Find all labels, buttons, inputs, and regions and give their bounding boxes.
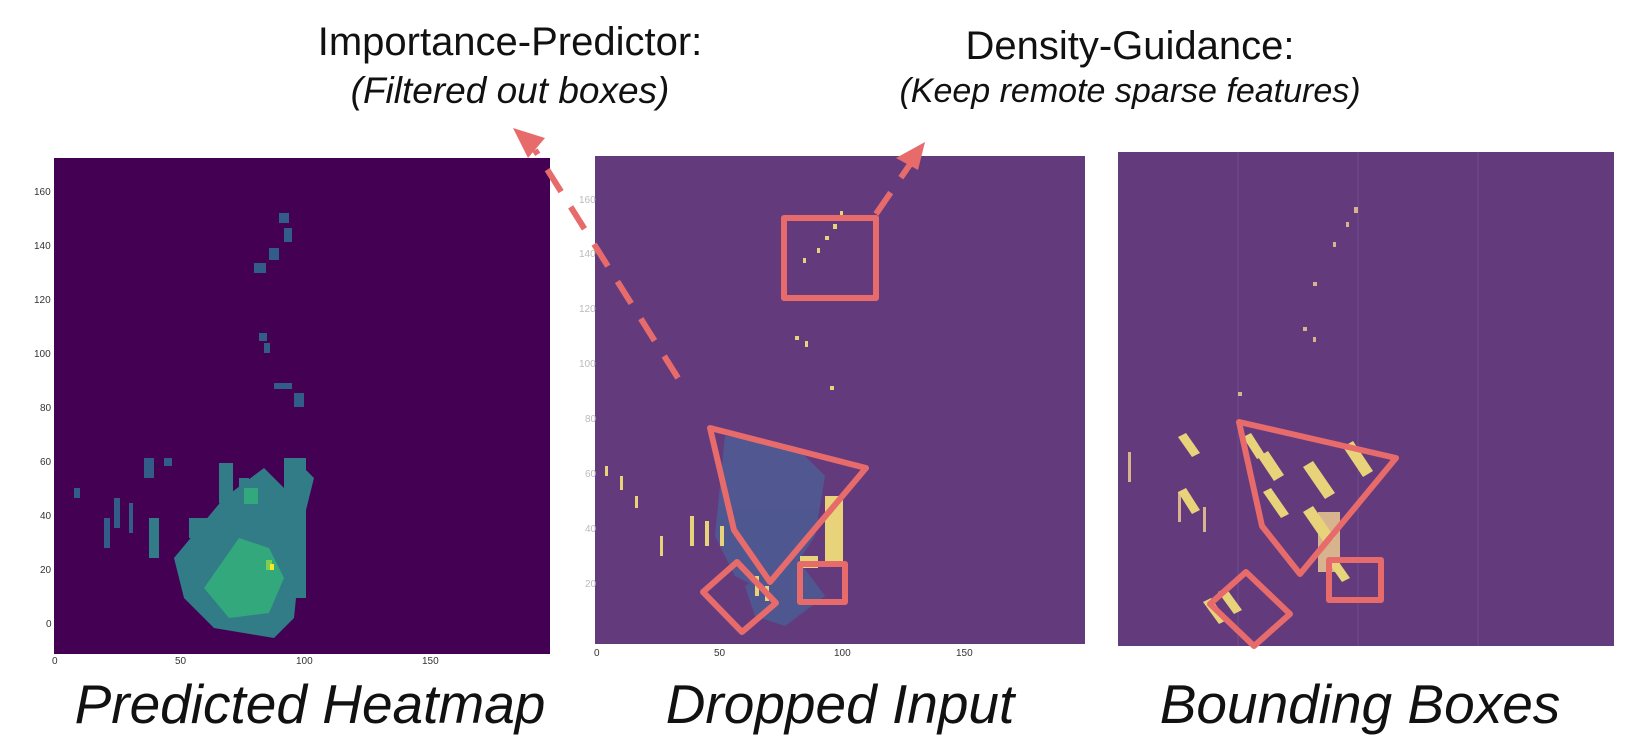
predicted-heatmap-caption: Predicted Heatmap [74,673,546,735]
heatmap-ytick-100: 100 [34,349,51,360]
heatmap-ytick-20: 20 [40,565,52,576]
bounding-boxes-caption: Bounding Boxes [1159,673,1561,735]
dropped-ytick-40: 40 [585,524,597,535]
boxes-small-box-2 [1326,557,1384,603]
heatmap-xtick-150: 150 [422,656,439,667]
heatmap-plot [54,158,550,654]
dropped-xtick-100: 100 [834,648,851,659]
heatmap-ytick-160: 160 [34,187,51,198]
dropped-filtered-region-outline [707,425,869,585]
dropped-small-box-1 [700,559,779,635]
importance-arrow-head [513,128,545,158]
dropped-input-panel [595,156,1085,644]
dropped-ytick-80: 80 [585,414,597,425]
dropped-input-caption: Dropped Input [665,673,1015,735]
dropped-ytick-60: 60 [585,469,597,480]
heatmap-xtick-50: 50 [175,656,187,667]
dropped-ytick-100: 100 [579,359,596,370]
dropped-small-box-2 [797,561,848,605]
predicted-heatmap-panel [54,158,550,654]
heatmap-ytick-40: 40 [40,511,52,522]
heatmap-ytick-80: 80 [40,403,52,414]
dropped-ytick-120: 120 [579,304,596,315]
heatmap-ytick-60: 60 [40,457,52,468]
dropped-xtick-150: 150 [956,648,973,659]
dropped-ytick-160: 160 [579,195,596,206]
importance-predictor-subtitle: (Filtered out boxes) [350,70,670,111]
boxes-small-box-1 [1207,569,1293,649]
bounding-boxes-panel [1118,152,1614,646]
dropped-xtick-0: 0 [594,648,600,659]
heatmap-ytick-140: 140 [34,241,51,252]
heatmap-xtick-100: 100 [296,656,313,667]
density-guidance-subtitle: (Keep remote sparse features) [899,72,1361,110]
heatmap-xtick-0: 0 [52,656,58,667]
density-guidance-title: Density-Guidance: [965,24,1295,68]
density-box-outline [781,215,879,301]
heatmap-ytick-120: 120 [34,295,51,306]
importance-arrow-line [532,148,681,380]
importance-predictor-title: Importance-Predictor: [317,20,703,64]
heatmap-ytick-0: 0 [46,619,52,630]
density-arrow-line [873,158,916,216]
dropped-xtick-50: 50 [714,648,726,659]
boxes-filtered-region-outline [1236,419,1399,577]
density-arrow-head [896,142,925,170]
dropped-ytick-140: 140 [579,249,596,260]
dropped-ytick-20: 20 [585,579,597,590]
